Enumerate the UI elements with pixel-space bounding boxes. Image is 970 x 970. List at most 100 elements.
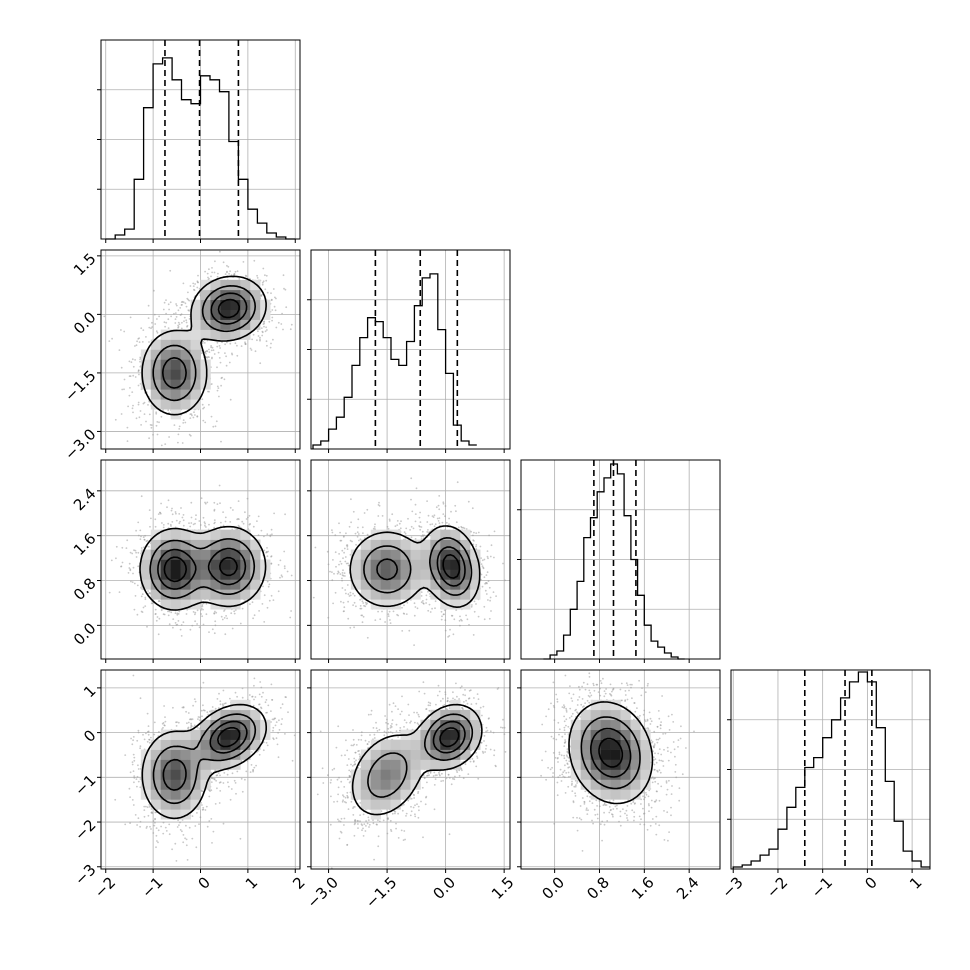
contour-level xyxy=(163,556,238,583)
scatter-point xyxy=(463,527,466,530)
scatter-point xyxy=(226,264,228,267)
scatter-point xyxy=(128,562,131,565)
scatter-point xyxy=(239,622,242,625)
scatter-point xyxy=(202,516,205,519)
scatter-point xyxy=(219,502,221,505)
scatter-point xyxy=(213,632,216,635)
scatter-point xyxy=(208,403,210,406)
scatter-point xyxy=(349,626,352,629)
scatter-point xyxy=(178,610,181,613)
scatter-point xyxy=(223,610,225,612)
scatter-point xyxy=(174,622,177,624)
scatter-point xyxy=(133,549,135,552)
scatter-point xyxy=(282,328,284,331)
density-cell xyxy=(210,299,221,310)
scatter-point xyxy=(223,378,226,381)
density-cell xyxy=(200,559,211,570)
scatter-point xyxy=(358,539,360,542)
scatter-point xyxy=(265,274,268,277)
scatter-point xyxy=(347,593,350,596)
scatter-point xyxy=(132,374,135,377)
density-cell xyxy=(200,589,211,600)
scatter-point xyxy=(343,547,346,550)
scatter-point xyxy=(436,517,439,520)
scatter-point xyxy=(281,575,284,578)
scatter-point xyxy=(108,340,111,342)
scatter-point xyxy=(426,500,428,502)
scatter-point xyxy=(177,324,180,327)
scatter-point xyxy=(192,285,195,287)
scatter-point xyxy=(482,567,485,570)
scatter-point xyxy=(222,511,225,513)
density-cell xyxy=(150,579,161,590)
panel-2-2 xyxy=(517,460,720,663)
scatter-point xyxy=(156,616,159,618)
scatter-point xyxy=(403,613,406,615)
scatter-point xyxy=(420,595,423,597)
scatter-point xyxy=(174,312,177,314)
scatter-point xyxy=(241,520,244,523)
scatter-point xyxy=(134,549,137,552)
scatter-point xyxy=(247,528,250,530)
density-cell xyxy=(190,389,201,400)
density-cell xyxy=(200,549,211,560)
scatter-point xyxy=(162,524,165,526)
scatter-point xyxy=(477,615,480,618)
scatter-point xyxy=(261,331,264,334)
scatter-point xyxy=(413,614,416,617)
scatter-point xyxy=(472,543,475,546)
density-cell xyxy=(240,589,251,600)
density-cell xyxy=(170,369,181,380)
scatter-point xyxy=(179,520,181,523)
scatter-point xyxy=(271,316,274,319)
scatter-point xyxy=(490,610,492,612)
density-cell xyxy=(260,309,271,320)
scatter-point xyxy=(211,628,214,631)
scatter-point xyxy=(364,601,367,604)
scatter-point xyxy=(457,526,460,529)
scatter-point xyxy=(145,420,147,423)
scatter-point xyxy=(428,593,431,595)
scatter-point xyxy=(437,504,440,507)
scatter-point xyxy=(128,567,131,569)
scatter-point xyxy=(280,323,283,325)
density-cell xyxy=(200,329,211,340)
scatter-point xyxy=(433,525,436,528)
scatter-point xyxy=(220,440,222,443)
scatter-point xyxy=(189,434,192,437)
scatter-point xyxy=(169,269,172,272)
scatter-point xyxy=(334,534,337,537)
scatter-point xyxy=(347,600,349,603)
scatter-point xyxy=(486,582,488,585)
scatter-point xyxy=(174,511,177,513)
scatter-point xyxy=(234,270,237,273)
scatter-point xyxy=(148,437,151,440)
scatter-point xyxy=(179,307,182,309)
scatter-point xyxy=(121,561,124,564)
scatter-point xyxy=(131,358,134,361)
scatter-point xyxy=(386,525,389,528)
scatter-point xyxy=(224,352,226,354)
density-cell xyxy=(210,589,221,600)
scatter-point xyxy=(270,563,273,565)
scatter-point xyxy=(196,623,199,625)
scatter-point xyxy=(257,330,259,333)
scatter-point xyxy=(160,502,163,505)
scatter-point xyxy=(204,522,207,525)
scatter-point xyxy=(181,303,183,306)
scatter-point xyxy=(134,345,136,347)
scatter-point xyxy=(169,301,172,304)
scatter-point xyxy=(121,546,124,549)
scatter-point xyxy=(154,613,157,615)
scatter-point xyxy=(131,552,134,555)
scatter-point xyxy=(455,510,457,513)
scatter-point xyxy=(192,611,195,613)
scatter-point xyxy=(341,579,343,582)
scatter-point xyxy=(289,616,292,619)
scatter-point xyxy=(355,543,357,546)
scatter-point xyxy=(187,309,190,312)
scatter-point xyxy=(134,359,137,361)
density-cell xyxy=(210,309,221,320)
contour-level xyxy=(162,292,248,389)
scatter-point xyxy=(206,501,209,504)
